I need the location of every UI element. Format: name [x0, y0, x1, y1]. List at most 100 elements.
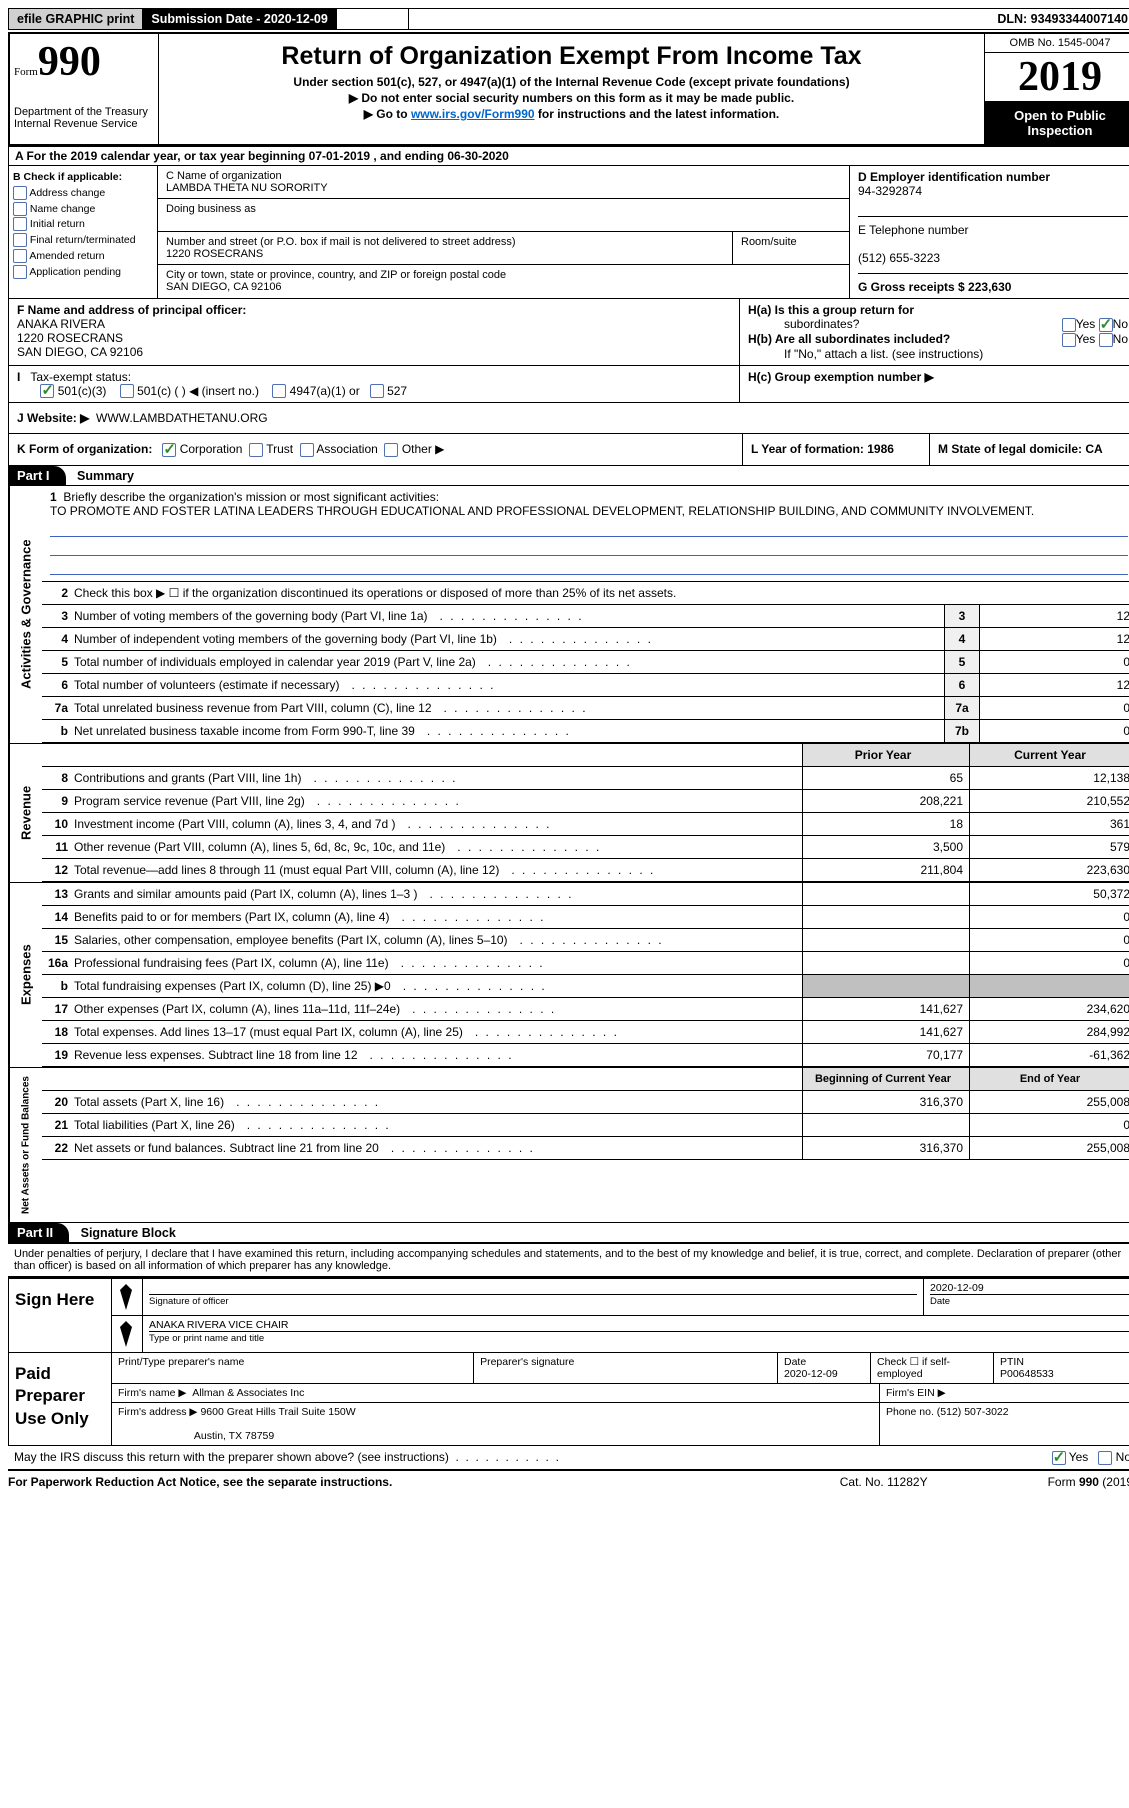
checkbox-ha-yes[interactable] — [1062, 318, 1076, 332]
omb-number: OMB No. 1545-0047 — [985, 34, 1129, 53]
firm-ein-cell: Firm's EIN ▶ — [880, 1384, 1129, 1402]
line-2: Check this box ▶ ☐ if the organization d… — [74, 584, 1129, 602]
efile-print-button[interactable]: efile GRAPHIC print — [9, 9, 143, 29]
cat-no: Cat. No. 11282Y — [840, 1475, 928, 1489]
line-8: 8 Contributions and grants (Part VIII, l… — [42, 767, 1129, 790]
tax-year: 2019 — [985, 53, 1129, 102]
street-cell: Number and street (or P.O. box if mail i… — [158, 232, 733, 264]
checkbox-501c3[interactable] — [40, 384, 54, 398]
efile-top-bar: efile GRAPHIC print Submission Date - 20… — [8, 8, 1129, 30]
col-beginning-year: Beginning of Current Year — [802, 1068, 969, 1090]
paid-preparer-label: Paid Preparer Use Only — [9, 1353, 111, 1445]
line-17: 17 Other expenses (Part IX, column (A), … — [42, 998, 1129, 1021]
vtab-governance: Activities & Governance — [9, 486, 42, 743]
org-name-cell: C Name of organization LAMBDA THETA NU S… — [158, 166, 849, 199]
preparer-sig-cell: Preparer's signature — [474, 1353, 778, 1383]
part-2-header: Part II Signature Block — [9, 1222, 1129, 1243]
officer-signature-cell: Signature of officer — [143, 1279, 924, 1315]
checkbox-501c[interactable] — [120, 384, 134, 398]
preparer-date-cell: Date2020-12-09 — [778, 1353, 871, 1383]
ptin-cell: PTINP00648533 — [994, 1353, 1129, 1383]
submission-date-label: Submission Date - 2020-12-09 — [143, 9, 336, 29]
line-10: 10 Investment income (Part VIII, column … — [42, 813, 1129, 836]
ein-cell: D Employer identification number 94-3292… — [858, 170, 1128, 217]
gross-receipts-cell: G Gross receipts $ 223,630 — [858, 280, 1128, 294]
discuss-question: May the IRS discuss this return with the… — [14, 1450, 559, 1465]
part-1-header: Part I Summary — [9, 466, 1129, 486]
line-11: 11 Other revenue (Part VIII, column (A),… — [42, 836, 1129, 859]
open-public-badge: Open to PublicInspection — [985, 102, 1129, 144]
line-6: 6 Total number of volunteers (estimate i… — [42, 674, 1129, 697]
checkbox-other[interactable] — [384, 443, 398, 457]
vtab-net-assets: Net Assets or Fund Balances — [9, 1068, 42, 1222]
checkbox-corporation[interactable] — [162, 443, 176, 457]
line-3: 3 Number of voting members of the govern… — [42, 605, 1129, 628]
checkbox-name-change[interactable] — [13, 202, 27, 216]
room-cell: Room/suite — [733, 232, 849, 264]
line-22: 22 Net assets or fund balances. Subtract… — [42, 1137, 1129, 1160]
line-14: 14 Benefits paid to or for members (Part… — [42, 906, 1129, 929]
pen-icon — [118, 1282, 134, 1312]
vtab-expenses: Expenses — [9, 883, 42, 1067]
penalties-statement: Under penalties of perjury, I declare th… — [8, 1244, 1129, 1277]
line-b: b Net unrelated business taxable income … — [42, 720, 1129, 743]
checkbox-discuss-yes[interactable] — [1052, 1451, 1066, 1465]
line-5: 5 Total number of individuals employed i… — [42, 651, 1129, 674]
checkbox-association[interactable] — [300, 443, 314, 457]
col-end-year: End of Year — [969, 1068, 1129, 1090]
principal-officer-cell: F Name and address of principal officer:… — [9, 299, 740, 365]
website-cell: J Website: ▶ WWW.LAMBDATHETANU.ORG — [9, 403, 1129, 434]
checkbox-527[interactable] — [370, 384, 384, 398]
phone-cell: E Telephone number (512) 655-3223 — [858, 223, 1128, 274]
checkbox-discuss-no[interactable] — [1098, 1451, 1112, 1465]
form-version: Form 990 (2019) — [1048, 1475, 1129, 1489]
line-12: 12 Total revenue—add lines 8 through 11 … — [42, 859, 1129, 882]
line-15: 15 Salaries, other compensation, employe… — [42, 929, 1129, 952]
line-b: b Total fundraising expenses (Part IX, c… — [42, 975, 1129, 998]
checkbox-hb-no[interactable] — [1099, 333, 1113, 347]
checkbox-address-change[interactable] — [13, 186, 27, 200]
line-1-mission: 1 Briefly describe the organization's mi… — [42, 486, 1129, 581]
line-4: 4 Number of independent voting members o… — [42, 628, 1129, 651]
line-7a: 7a Total unrelated business revenue from… — [42, 697, 1129, 720]
col-prior-year: Prior Year — [802, 744, 969, 766]
preparer-name-cell: Print/Type preparer's name — [112, 1353, 474, 1383]
checkbox-trust[interactable] — [249, 443, 263, 457]
line-18: 18 Total expenses. Add lines 13–17 (must… — [42, 1021, 1129, 1044]
col-current-year: Current Year — [969, 744, 1129, 766]
form-of-org-cell: K Form of organization: Corporation Trus… — [9, 434, 743, 465]
sign-date-cell: 2020-12-09Date — [924, 1279, 1129, 1315]
dln-label: DLN: 93493344007140 — [989, 9, 1129, 29]
state-domicile-cell: M State of legal domicile: CA — [930, 434, 1129, 465]
line-21: 21 Total liabilities (Part X, line 26) 0 — [42, 1114, 1129, 1137]
line-20: 20 Total assets (Part X, line 16) 316,37… — [42, 1091, 1129, 1114]
firm-phone-cell: Phone no. (512) 507-3022 — [880, 1403, 1129, 1445]
submission-date-spacer — [337, 9, 410, 29]
box-b-checkboxes: B Check if applicable: Address change Na… — [9, 166, 158, 298]
form-number: Form990 — [14, 38, 154, 86]
form-header: Form990 Department of the Treasury Inter… — [8, 32, 1129, 147]
sign-here-label: Sign Here — [9, 1279, 111, 1352]
checkbox-4947[interactable] — [272, 384, 286, 398]
form-subtitle-3: ▶ Go to www.irs.gov/Form990 for instruct… — [169, 107, 974, 121]
officer-name-cell: ANAKA RIVERA VICE CHAIRType or print nam… — [143, 1316, 1129, 1352]
firm-address-cell: Firm's address ▶ 9600 Great Hills Trail … — [112, 1403, 880, 1445]
dba-cell: Doing business as — [158, 199, 849, 232]
group-return-cell: H(a) Is this a group return for subordin… — [740, 299, 1129, 365]
checkbox-final-return[interactable] — [13, 233, 27, 247]
checkbox-hb-yes[interactable] — [1062, 333, 1076, 347]
checkbox-ha-no[interactable] — [1099, 318, 1113, 332]
checkbox-application-pending[interactable] — [13, 265, 27, 279]
line-13: 13 Grants and similar amounts paid (Part… — [42, 883, 1129, 906]
dept-treasury: Department of the Treasury — [14, 106, 154, 118]
checkbox-initial-return[interactable] — [13, 217, 27, 231]
line-9: 9 Program service revenue (Part VIII, li… — [42, 790, 1129, 813]
firm-name-cell: Firm's name ▶ Allman & Associates Inc — [112, 1384, 880, 1402]
checkbox-amended-return[interactable] — [13, 249, 27, 263]
vtab-revenue: Revenue — [9, 744, 42, 882]
form-subtitle-2: ▶ Do not enter social security numbers o… — [169, 91, 974, 105]
irs-link[interactable]: www.irs.gov/Form990 — [411, 107, 535, 121]
self-employed-cell: Check ☐ if self-employed — [871, 1353, 994, 1383]
row-a-tax-year: A For the 2019 calendar year, or tax yea… — [9, 147, 1129, 166]
irs-label: Internal Revenue Service — [14, 118, 154, 130]
